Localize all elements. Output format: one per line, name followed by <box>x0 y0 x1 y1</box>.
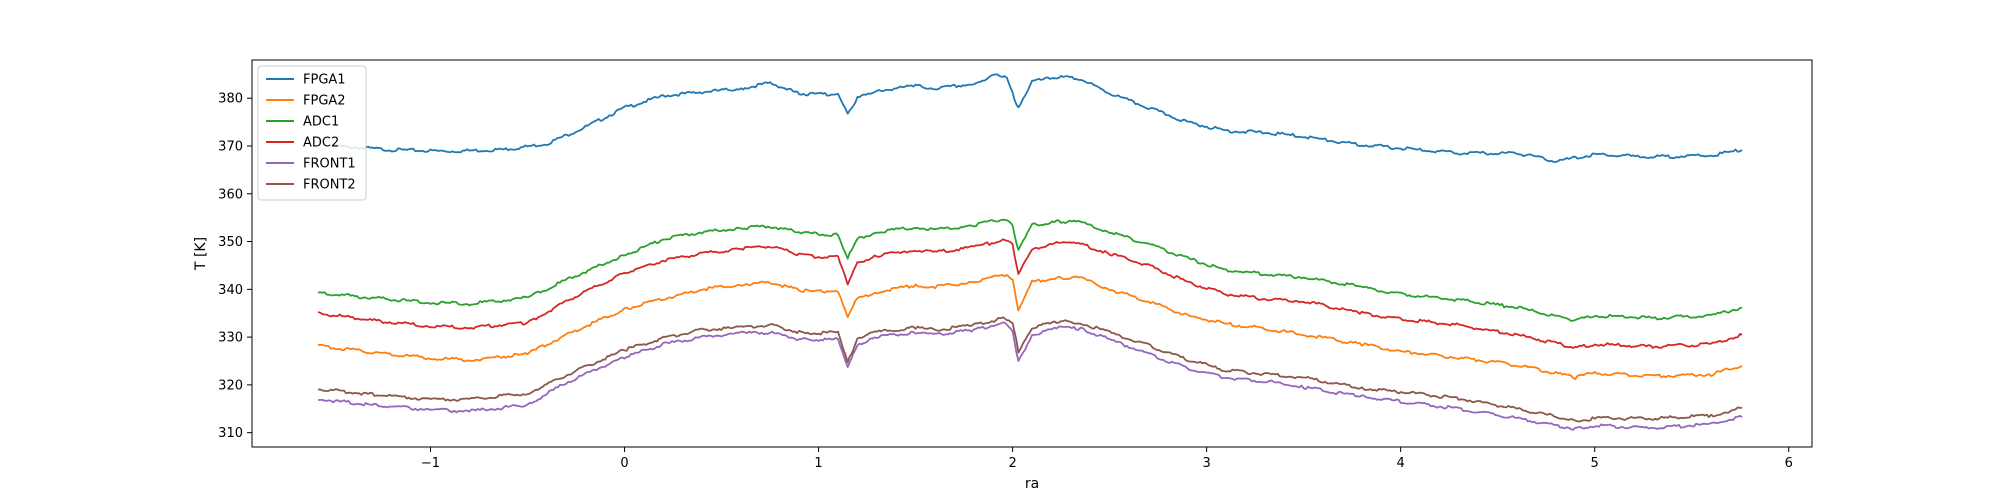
y-tick-label: 360 <box>218 187 243 202</box>
series-line-fpga1 <box>333 73 1743 163</box>
y-tick-label: 370 <box>218 140 243 155</box>
x-tick-label: 2 <box>1008 456 1016 471</box>
legend-label-adc1: ADC1 <box>303 115 339 130</box>
legend-label-fpga2: FPGA2 <box>303 94 346 109</box>
x-tick-label: 1 <box>814 456 822 471</box>
series-line-front2 <box>317 316 1743 423</box>
y-tick-label: 340 <box>218 283 243 298</box>
y-tick-label: 330 <box>218 331 243 346</box>
y-tick-label: 310 <box>218 426 243 441</box>
y-tick-label: 350 <box>218 235 243 250</box>
y-axis-label: T [K] <box>193 237 209 271</box>
legend: FPGA1 FPGA2 ADC1 ADC2 FRONT1 FRONT2 <box>257 65 367 201</box>
x-tick-label: 4 <box>1397 456 1405 471</box>
y-tick-label: 380 <box>218 92 243 107</box>
legend-label-fpga1: FPGA1 <box>303 73 346 88</box>
series-line-adc2 <box>317 238 1743 349</box>
x-axis-label: ra <box>1025 476 1039 492</box>
legend-label-front1: FRONT1 <box>303 157 356 172</box>
x-tick-label: 5 <box>1591 456 1599 471</box>
y-axis: 310 320 330 340 350 360 370 380 <box>218 92 252 441</box>
y-tick-label: 320 <box>218 378 243 393</box>
x-tick-label: 6 <box>1785 456 1793 471</box>
x-axis: −1 0 1 2 3 4 5 6 <box>421 447 1793 471</box>
legend-label-adc2: ADC2 <box>303 136 339 151</box>
x-tick-label: 0 <box>620 456 628 471</box>
series-line-adc1 <box>318 218 1743 322</box>
series-line-fpga2 <box>317 273 1743 381</box>
x-tick-label: 3 <box>1202 456 1210 471</box>
legend-label-front2: FRONT2 <box>303 178 356 193</box>
plot-frame <box>251 59 1813 448</box>
x-tick-label: −1 <box>421 456 440 471</box>
series-layer <box>317 73 1743 431</box>
series-line-front1 <box>317 321 1743 431</box>
